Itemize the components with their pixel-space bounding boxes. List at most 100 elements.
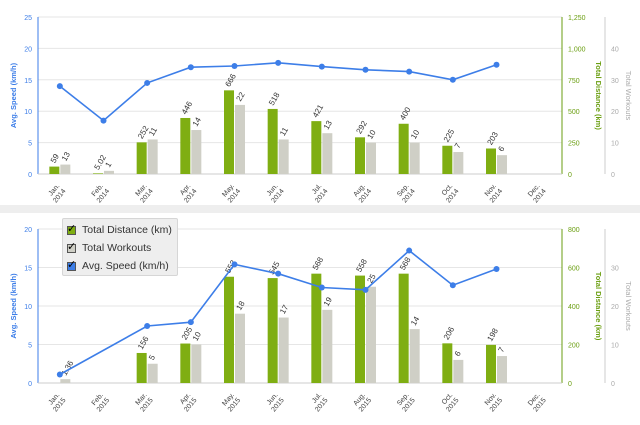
x-tick-label: Oct.2015 bbox=[439, 392, 461, 414]
workouts-tick-label: 30 bbox=[611, 78, 619, 85]
x-tick-label: May.2014 bbox=[221, 183, 243, 205]
legend-item-distance[interactable]: Total Distance (km) bbox=[67, 221, 177, 239]
distance-axis-title: Total Distance (km) bbox=[594, 61, 603, 130]
speed-line bbox=[59, 61, 497, 122]
speed-tick-label: 5 bbox=[28, 141, 32, 148]
workouts-bar bbox=[453, 359, 464, 383]
workouts-tick-label: 20 bbox=[611, 109, 619, 116]
workouts-checkbox-icon[interactable] bbox=[67, 240, 76, 253]
workouts-bar bbox=[147, 139, 158, 174]
legend: Total Distance (km) Total Workouts Avg. … bbox=[62, 218, 178, 276]
workouts-bar bbox=[497, 356, 507, 383]
distance-bar bbox=[136, 142, 147, 174]
distance-tick-label: 1,000 bbox=[568, 46, 586, 53]
distance-tick-label: 500 bbox=[568, 109, 580, 116]
speed-axis-title: Avg. Speed (km/h) bbox=[9, 62, 18, 128]
chart-2014: 051015202502505007501,0001,250010203040A… bbox=[9, 15, 633, 205]
workouts-tick-label: 30 bbox=[611, 266, 619, 273]
distance-bar bbox=[136, 352, 147, 383]
distance-bar bbox=[311, 121, 322, 174]
distance-data-label: 518 bbox=[267, 90, 282, 107]
speed-point bbox=[318, 63, 325, 70]
x-tick-label: Jun.2015 bbox=[264, 392, 286, 414]
x-tick-label: Nov.2014 bbox=[483, 183, 505, 205]
speed-point bbox=[493, 266, 500, 273]
distance-bar bbox=[311, 273, 322, 383]
distance-tick-label: 600 bbox=[568, 266, 580, 273]
distance-data-label: 666 bbox=[223, 72, 238, 89]
workouts-data-label: 11 bbox=[278, 125, 290, 137]
workouts-bar bbox=[453, 152, 464, 174]
legend-item-speed[interactable]: Avg. Speed (km/h) bbox=[67, 257, 177, 275]
speed-tick-label: 15 bbox=[24, 78, 32, 85]
distance-tick-label: 750 bbox=[568, 78, 580, 85]
x-tick-label: Jul.2015 bbox=[308, 392, 330, 414]
speed-point bbox=[231, 261, 238, 268]
distance-bar bbox=[355, 275, 365, 383]
x-tick-label: Jan.2015 bbox=[46, 392, 68, 414]
workouts-tick-label: 40 bbox=[611, 46, 619, 53]
distance-tick-label: 250 bbox=[568, 141, 580, 148]
speed-point bbox=[144, 323, 151, 330]
speed-point bbox=[275, 270, 282, 277]
distance-data-label: 446 bbox=[180, 99, 195, 116]
workouts-bar bbox=[322, 133, 333, 174]
speed-point bbox=[56, 83, 63, 90]
speed-point bbox=[56, 371, 63, 378]
workouts-bar bbox=[104, 170, 114, 174]
workouts-axis-title: Total Workouts bbox=[624, 71, 633, 121]
distance-bar bbox=[398, 273, 409, 383]
workouts-data-label: 22 bbox=[234, 90, 247, 103]
workouts-data-label: 10 bbox=[365, 128, 378, 141]
x-tick-label: Dec.2015 bbox=[526, 392, 548, 414]
legend-label-speed: Avg. Speed (km/h) bbox=[82, 260, 169, 272]
distance-bar bbox=[93, 173, 103, 174]
distance-bar bbox=[442, 343, 453, 383]
workouts-bar bbox=[409, 142, 420, 174]
workouts-bar bbox=[60, 379, 71, 383]
distance-bar bbox=[398, 123, 409, 174]
workouts-bar bbox=[278, 317, 289, 383]
workouts-bar bbox=[191, 130, 202, 174]
legend-item-workouts[interactable]: Total Workouts bbox=[67, 239, 177, 257]
distance-tick-label: 1,250 bbox=[568, 15, 586, 22]
distance-data-label: 206 bbox=[442, 325, 457, 342]
workouts-data-label: 17 bbox=[278, 303, 291, 316]
distance-bar bbox=[224, 276, 234, 383]
workouts-bar bbox=[366, 142, 376, 174]
speed-tick-label: 10 bbox=[24, 304, 32, 311]
x-tick-label: Feb.2015 bbox=[90, 392, 112, 414]
speed-tick-label: 25 bbox=[24, 15, 32, 22]
workouts-data-label: 11 bbox=[147, 125, 159, 137]
x-tick-label: Sep.2015 bbox=[395, 392, 417, 414]
workouts-data-label: 7 bbox=[496, 345, 506, 354]
workouts-bar bbox=[235, 104, 245, 174]
speed-checkbox-icon[interactable] bbox=[67, 258, 76, 271]
workouts-bar bbox=[147, 363, 158, 383]
distance-bar bbox=[180, 117, 191, 174]
x-tick-label: Jan.2014 bbox=[46, 183, 68, 205]
distance-bar bbox=[224, 90, 234, 174]
speed-axis-title: Avg. Speed (km/h) bbox=[9, 273, 18, 339]
x-tick-label: Jun.2014 bbox=[264, 183, 286, 205]
speed-point bbox=[362, 286, 369, 293]
workouts-data-label: 25 bbox=[365, 272, 378, 285]
distance-data-label: 156 bbox=[136, 334, 151, 351]
speed-tick-label: 10 bbox=[24, 109, 32, 116]
legend-label-distance: Total Distance (km) bbox=[82, 224, 172, 236]
x-tick-label: Apr.2014 bbox=[177, 183, 199, 205]
distance-tick-label: 200 bbox=[568, 343, 580, 350]
workouts-data-label: 5 bbox=[147, 353, 157, 362]
workouts-data-label: 18 bbox=[234, 299, 247, 312]
distance-checkbox-icon[interactable] bbox=[67, 222, 76, 235]
workouts-data-label: 13 bbox=[322, 118, 335, 131]
workouts-bar bbox=[409, 329, 420, 383]
workouts-bar bbox=[497, 155, 507, 174]
speed-point bbox=[449, 76, 456, 83]
workouts-axis-title: Total Workouts bbox=[624, 281, 633, 331]
workouts-tick-label: 10 bbox=[611, 141, 619, 148]
workouts-data-label: 6 bbox=[496, 144, 506, 153]
distance-bar bbox=[267, 278, 278, 383]
speed-point bbox=[406, 247, 413, 254]
speed-tick-label: 0 bbox=[28, 172, 32, 179]
